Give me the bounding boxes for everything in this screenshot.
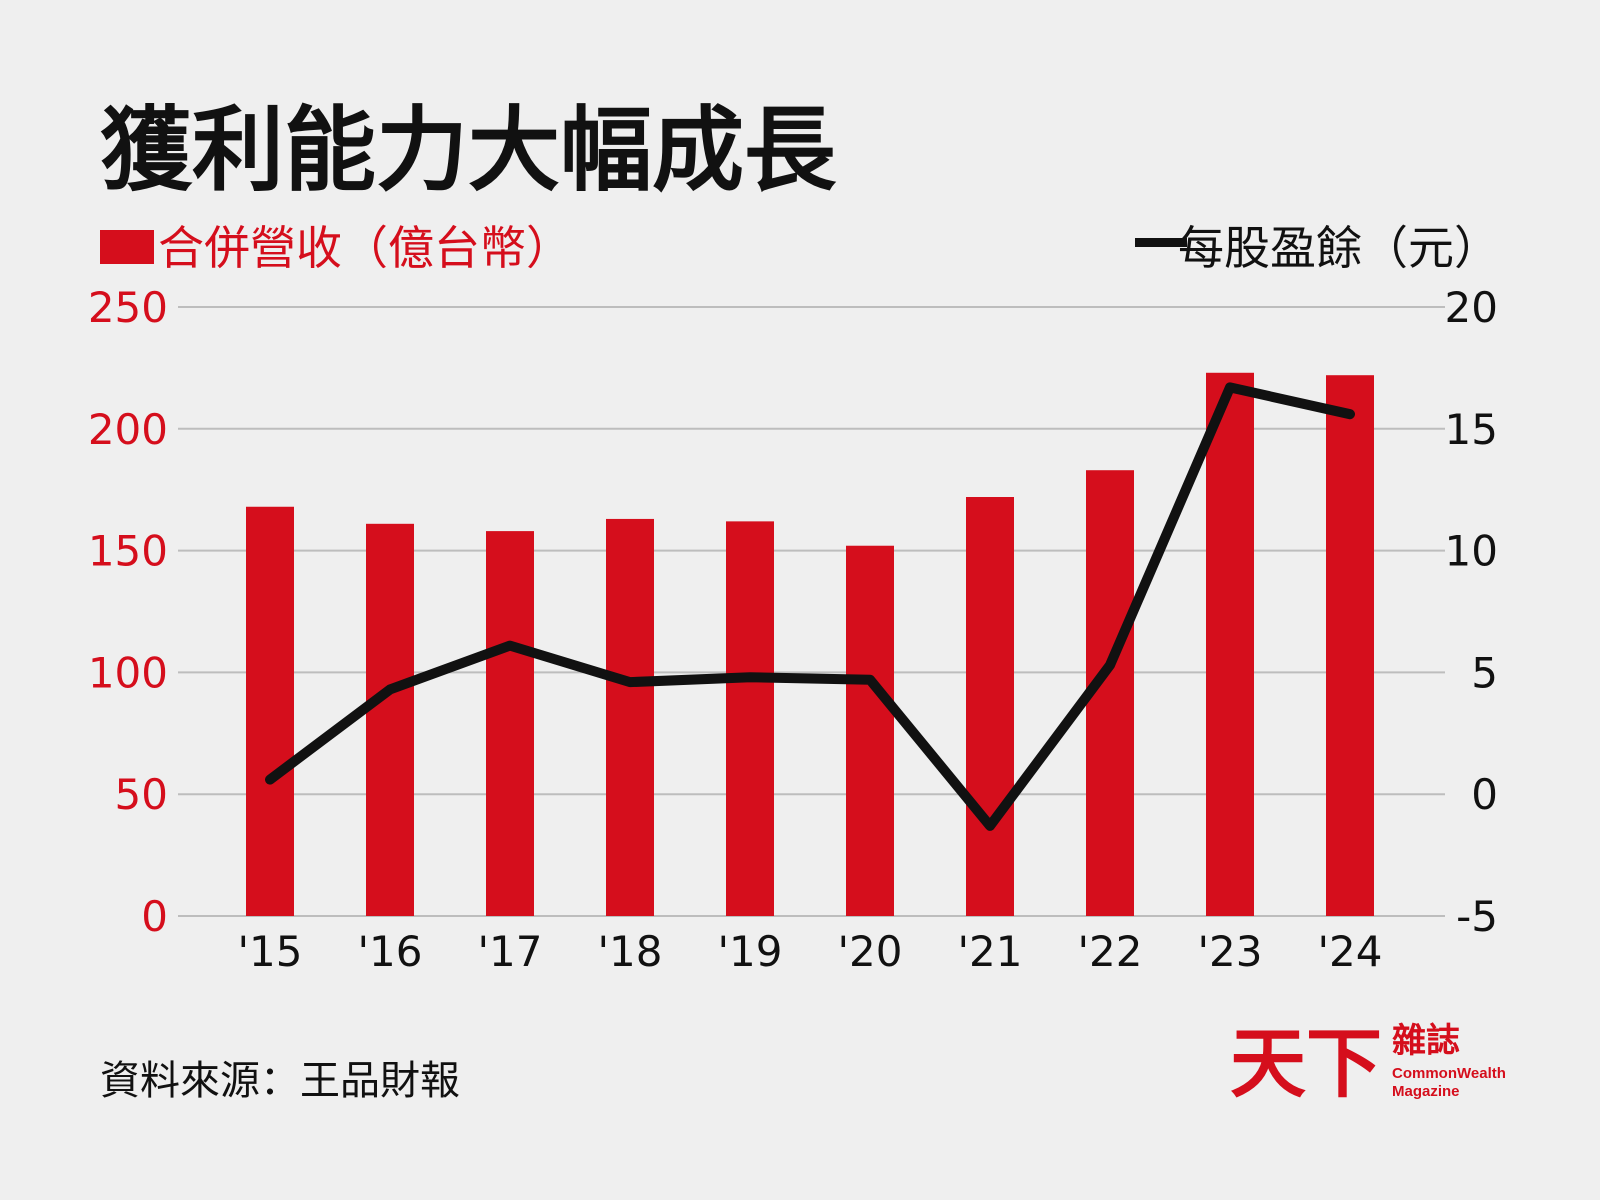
x-tick-label: '24 xyxy=(1318,927,1383,976)
right-tick-label: 0 xyxy=(1471,770,1498,819)
left-tick-label: 50 xyxy=(115,770,168,819)
left-tick-label: 200 xyxy=(88,405,168,454)
legend-right-label: 每股盈餘（元） xyxy=(1178,221,1500,275)
x-axis-ticks: '15 '16 '17 '18 '19 '20 '21 '22 '23 '24 xyxy=(238,927,1383,976)
x-tick-label: '19 xyxy=(718,927,783,976)
revenue-bar xyxy=(1206,372,1254,917)
x-tick-label: '21 xyxy=(958,927,1023,976)
right-tick-label: 10 xyxy=(1445,527,1498,576)
revenue-bar xyxy=(606,518,654,916)
x-tick-label: '23 xyxy=(1198,927,1263,976)
commonwealth-logo: 天下 雜誌 CommonWealth Magazine xyxy=(1230,1019,1506,1108)
revenue-bars xyxy=(246,372,1374,917)
left-tick-label: 250 xyxy=(88,283,168,332)
legend: 合併營收（億台幣） 每股盈餘（元） xyxy=(100,221,1500,275)
x-tick-label: '15 xyxy=(238,927,303,976)
eps-line xyxy=(265,382,1355,831)
left-tick-label: 150 xyxy=(88,527,168,576)
revenue-bar xyxy=(966,497,1014,916)
logo-sub-text: 雜誌 xyxy=(1392,1021,1460,1061)
x-tick-label: '17 xyxy=(478,927,543,976)
right-axis-ticks: -5 0 5 10 15 20 xyxy=(1445,283,1498,941)
revenue-bar xyxy=(246,506,294,916)
logo-en-line1: CommonWealth xyxy=(1392,1065,1506,1082)
left-tick-label: 0 xyxy=(141,892,168,941)
revenue-bar xyxy=(726,521,774,916)
left-tick-label: 100 xyxy=(88,648,168,697)
revenue-bar xyxy=(846,545,894,916)
legend-line-swatch xyxy=(1135,238,1187,247)
right-tick-label: 20 xyxy=(1445,283,1498,332)
page-title: 獲利能力大幅成長 xyxy=(100,97,837,204)
legend-left-label: 合併營收（億台幣） xyxy=(158,221,572,275)
revenue-bar xyxy=(486,531,534,916)
x-tick-label: '18 xyxy=(598,927,663,976)
x-tick-label: '16 xyxy=(358,927,423,976)
x-tick-label: '22 xyxy=(1078,927,1143,976)
eps-line-path xyxy=(265,382,1355,831)
legend-bar-swatch xyxy=(100,230,154,264)
logo-main-text: 天下 xyxy=(1230,1019,1382,1108)
revenue-bar xyxy=(366,523,414,916)
right-tick-label: 15 xyxy=(1445,405,1498,454)
logo-en-line2: Magazine xyxy=(1392,1083,1460,1100)
revenue-bar xyxy=(1326,375,1374,916)
right-tick-label: 5 xyxy=(1471,648,1498,697)
source-note: 資料來源：王品財報 xyxy=(100,1058,460,1104)
x-tick-label: '20 xyxy=(838,927,903,976)
right-tick-label: -5 xyxy=(1456,892,1498,941)
left-axis-ticks: 0 50 100 150 200 250 xyxy=(88,283,168,941)
